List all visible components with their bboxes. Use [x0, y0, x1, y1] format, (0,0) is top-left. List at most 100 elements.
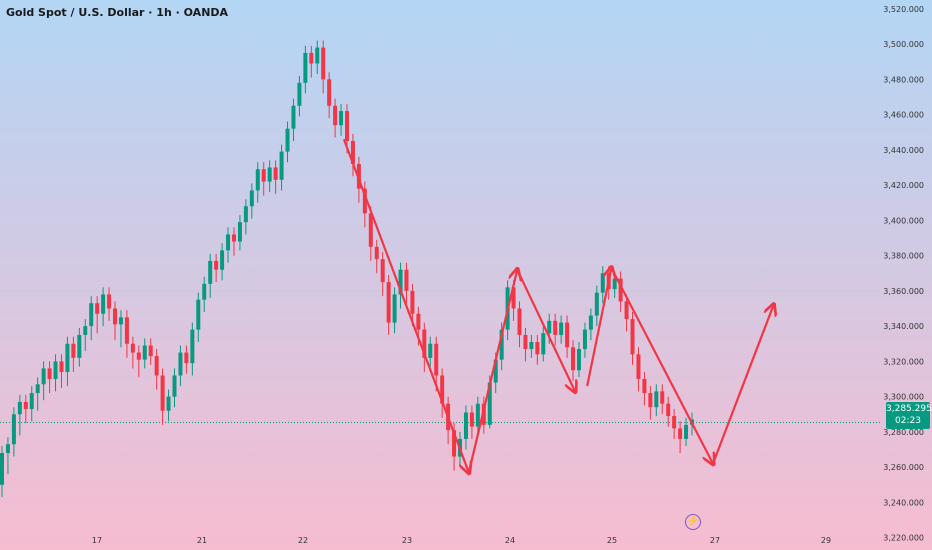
bar-countdown: 02:23 [895, 416, 921, 426]
candle-body [594, 292, 599, 316]
candle-body [47, 368, 52, 380]
candle-body [666, 403, 671, 417]
current-price-label: 3,285.295 [886, 404, 932, 414]
candle-body [231, 234, 236, 242]
candle-body [535, 341, 540, 355]
y-tick-label: 3,500.000 [883, 40, 924, 49]
candle-body [630, 319, 635, 355]
projection-arrow [711, 305, 774, 465]
candle-body [374, 246, 379, 260]
candle-body [5, 444, 10, 454]
candle-body [571, 347, 576, 371]
projection-arrow [516, 269, 575, 392]
y-axis: 3,220.000 3,240.000 3,260.000 3,280.000 3,30… [883, 5, 924, 543]
candle-body [523, 334, 528, 350]
candle-body [452, 430, 457, 457]
candle-body [684, 424, 689, 439]
candle-body [136, 352, 141, 360]
candle-body [11, 414, 16, 445]
candle-body [237, 222, 242, 242]
candle-body [166, 396, 171, 411]
candle-body [463, 412, 468, 439]
candle-body [118, 317, 123, 325]
candle-body [273, 167, 278, 180]
x-axis: 17 21 22 23 24 25 27 29 [92, 536, 831, 545]
candle-body [101, 294, 106, 314]
candle-body [303, 52, 308, 83]
candle-body [339, 111, 344, 126]
candle-body [362, 188, 367, 214]
candle-body [190, 329, 195, 364]
candle-body [130, 343, 135, 353]
lightning-icon[interactable]: ⚡ [685, 514, 701, 530]
candle-body [380, 259, 385, 283]
candle-body [226, 234, 231, 251]
candle-body [23, 401, 28, 409]
candle-body [398, 269, 403, 295]
projection-arrow [586, 268, 611, 387]
candle-body [243, 206, 248, 223]
y-tick-label: 3,440.000 [883, 146, 924, 155]
candle-body [422, 329, 427, 358]
y-tick-label: 3,340.000 [883, 322, 924, 331]
candle-body [17, 401, 22, 415]
y-tick-label: 3,420.000 [883, 181, 924, 190]
candle-body [309, 52, 314, 64]
candle-body [511, 287, 516, 309]
candle-body [29, 393, 34, 409]
candle-body [553, 320, 558, 335]
candle-body [285, 128, 290, 152]
candle-body [315, 47, 320, 64]
candle-body [547, 320, 552, 334]
y-tick-label: 3,480.000 [883, 75, 924, 84]
y-tick-label: 3,400.000 [883, 216, 924, 225]
y-tick-label: 3,460.000 [883, 111, 924, 120]
candle-body [142, 345, 147, 360]
candle-body [148, 345, 153, 357]
candle-body [0, 453, 4, 485]
candle-body [220, 250, 225, 270]
candle-body [499, 329, 504, 360]
candle-body [113, 308, 118, 325]
candle-body [160, 375, 165, 411]
candle-body [410, 290, 415, 314]
y-tick-label: 3,280.000 [883, 428, 924, 437]
y-tick-label: 3,320.000 [883, 357, 924, 366]
candle-body [648, 393, 653, 408]
x-tick-label: 22 [298, 536, 308, 545]
candle-body [107, 294, 112, 309]
y-tick-label: 3,240.000 [883, 498, 924, 507]
candle-body [53, 361, 58, 380]
chart-title: Gold Spot / U.S. Dollar · 1h · OANDA [6, 6, 229, 19]
candle-body [321, 47, 326, 80]
x-tick-label: 23 [402, 536, 412, 545]
candle-body [291, 105, 296, 129]
projection-arrow [342, 138, 469, 472]
candle-body [487, 382, 492, 425]
x-tick-label: 24 [505, 536, 515, 545]
candle-body [428, 343, 433, 358]
candle-body [636, 354, 641, 380]
current-price-badge: 3,285.295 02:23 [886, 402, 932, 429]
candle-body [77, 334, 82, 358]
candle-body [672, 416, 677, 429]
candle-body [582, 329, 587, 350]
candle-body [678, 428, 683, 439]
candle-body [612, 278, 617, 290]
candle-body [65, 343, 70, 372]
candle-body [89, 303, 94, 327]
candle-body [202, 283, 207, 300]
candle-body [392, 294, 397, 323]
candle-body [642, 379, 647, 394]
candle-body [345, 111, 349, 142]
candle-body [416, 313, 421, 330]
candle-body [475, 403, 480, 427]
candle-body [588, 315, 593, 330]
x-tick-label: 21 [197, 536, 207, 545]
candle-body [154, 356, 159, 376]
candle-body [184, 352, 189, 364]
x-tick-label: 29 [821, 536, 831, 545]
candle-body [434, 343, 439, 376]
y-tick-label: 3,380.000 [883, 252, 924, 261]
